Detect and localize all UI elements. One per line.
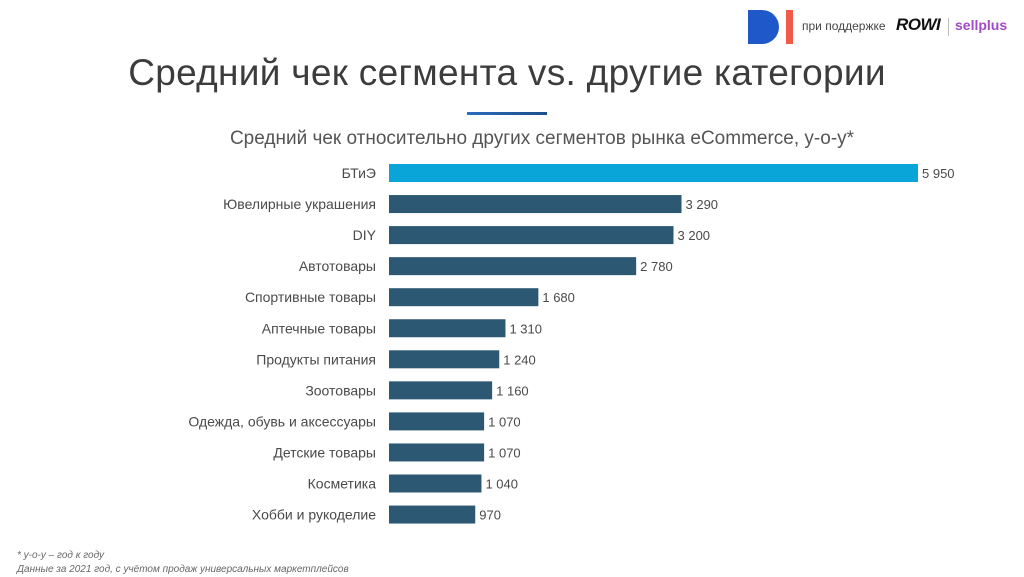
- category-label: Косметика: [308, 476, 377, 492]
- category-label: DIY: [353, 227, 377, 243]
- value-label: 1 160: [496, 383, 529, 398]
- chart-title: Средний чек относительно других сегменто…: [229, 128, 855, 149]
- header: при поддержке ROWI sellplus: [0, 0, 1024, 50]
- bar: [389, 474, 482, 493]
- partner-text: при поддержке: [802, 19, 886, 33]
- category-label: Зоотовары: [305, 382, 376, 398]
- bar: [389, 226, 674, 245]
- value-label: 970: [479, 508, 501, 523]
- category-label: Аптечные товары: [262, 320, 376, 336]
- logo-separator: [948, 18, 949, 36]
- bar: [389, 350, 500, 369]
- value-label: 3 200: [678, 228, 711, 243]
- bar: [389, 412, 485, 431]
- title-underline: [467, 112, 547, 115]
- bar: [389, 164, 918, 182]
- category-label: Автотовары: [299, 258, 376, 274]
- bar: [389, 288, 539, 307]
- value-label: 1 070: [488, 414, 521, 429]
- value-label: 2 780: [640, 259, 673, 274]
- bar: [389, 195, 682, 214]
- category-label: БТиЭ: [342, 165, 376, 181]
- value-label: 1 070: [488, 445, 521, 460]
- category-label: Продукты питания: [256, 351, 376, 367]
- footnote-data-source: Данные за 2021 год, с учётом продаж унив…: [17, 564, 349, 575]
- page-title: Средний чек сегмента vs. другие категори…: [128, 52, 886, 93]
- bar: [389, 505, 476, 524]
- bar: [389, 381, 493, 400]
- di-logo-icon: [748, 10, 793, 44]
- value-label: 3 290: [686, 197, 719, 212]
- sellplus-logo: sellplus: [955, 17, 1008, 33]
- category-label: Одежда, обувь и аксессуары: [188, 413, 376, 429]
- value-label: 1 310: [509, 321, 542, 336]
- category-label: Детские товары: [273, 444, 376, 460]
- category-label: Хобби и рукоделие: [252, 507, 376, 523]
- bar: [389, 443, 485, 462]
- category-label: Ювелирные украшения: [223, 196, 376, 212]
- category-label: Спортивные товары: [245, 289, 376, 305]
- footnotes: * y-o-y – год к году Данные за 2021 год,…: [17, 549, 349, 577]
- value-label: 1 680: [542, 290, 575, 305]
- bar: [389, 319, 506, 338]
- value-label: 1 240: [503, 352, 536, 367]
- value-label: 1 040: [485, 477, 518, 492]
- bar: [389, 257, 637, 276]
- value-label: 5 950: [922, 166, 955, 181]
- rowi-logo: ROWI: [896, 15, 941, 34]
- footnote-yoy: * y-o-y – год к году: [17, 550, 104, 561]
